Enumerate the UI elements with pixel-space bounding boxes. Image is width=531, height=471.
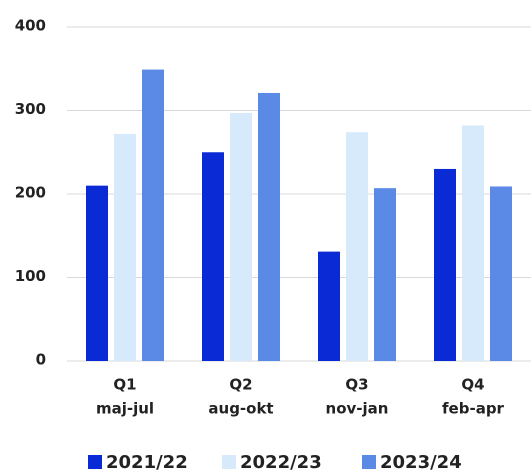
bar [490, 186, 512, 361]
x-tick-label: Q3 [345, 376, 368, 394]
bar [462, 125, 484, 361]
y-tick-label: 400 [15, 17, 46, 35]
bar [318, 251, 340, 361]
legend-label: 2022/23 [240, 452, 322, 471]
x-tick-label: Q1 [113, 376, 136, 394]
bar [346, 132, 368, 361]
x-tick-label: feb-apr [442, 400, 505, 418]
x-tick-label: nov-jan [326, 400, 389, 418]
bar [434, 168, 456, 361]
legend-swatch [88, 455, 102, 469]
bar [142, 69, 164, 362]
bar [374, 188, 396, 361]
y-tick-label: 100 [15, 267, 46, 285]
bar [86, 185, 108, 361]
x-tick-label: aug-okt [208, 400, 273, 418]
y-tick-label: 300 [15, 100, 46, 118]
bar [202, 152, 224, 361]
x-tick-label: Q4 [461, 376, 484, 394]
x-tick-label: maj-jul [96, 400, 154, 418]
legend-swatch [362, 455, 376, 469]
legend-label: 2023/24 [380, 452, 462, 471]
bar [230, 113, 252, 361]
bar [114, 133, 136, 361]
bar [258, 92, 280, 361]
x-tick-label: Q2 [229, 376, 252, 394]
legend-swatch [222, 455, 236, 469]
y-tick-label: 200 [15, 184, 46, 202]
y-tick-label: 0 [36, 351, 46, 369]
legend-label: 2021/22 [106, 452, 188, 471]
